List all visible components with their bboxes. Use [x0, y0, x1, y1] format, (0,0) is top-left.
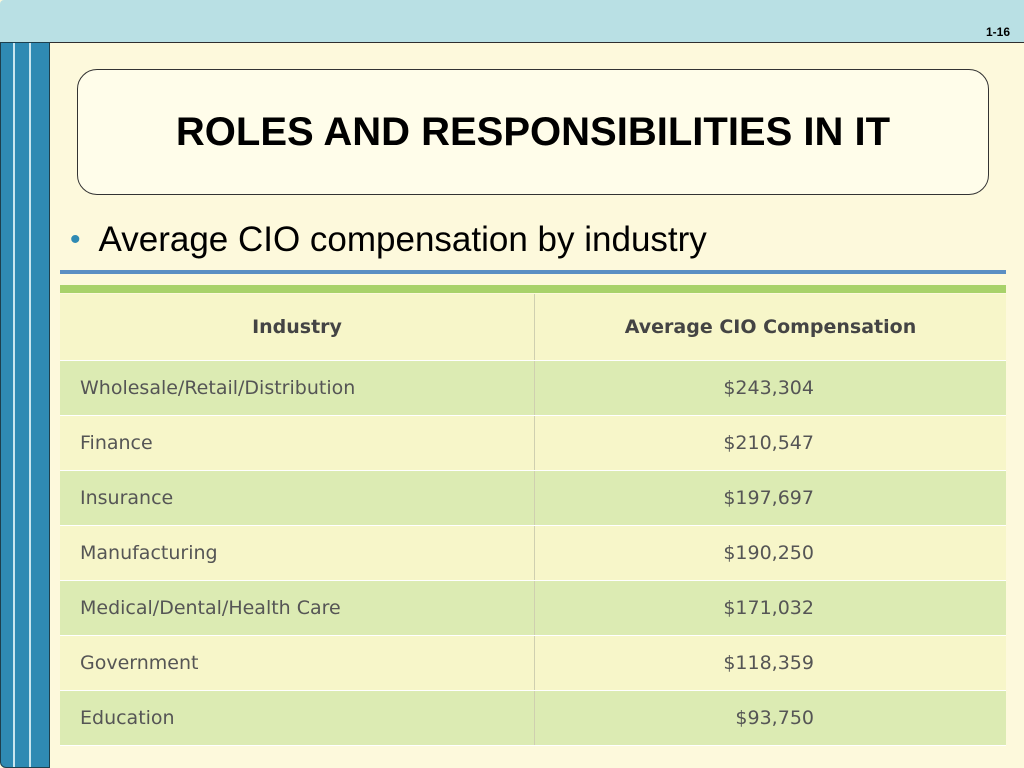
table-row: Wholesale/Retail/Distribution $243,304 [60, 360, 1006, 416]
divider-blue [60, 270, 1006, 274]
industry-cell: Education [60, 690, 535, 746]
compensation-cell: $210,547 [534, 415, 1006, 471]
header-compensation: Average CIO Compensation [534, 294, 1006, 361]
bullet-dot-icon: • [70, 223, 81, 256]
divider-green [60, 285, 1006, 293]
table-row: Medical/Dental/Health Care $171,032 [60, 580, 1006, 636]
industry-cell: Wholesale/Retail/Distribution [60, 360, 535, 416]
slide-title: ROLES AND RESPONSIBILITIES IN IT [175, 109, 891, 154]
side-stripe [13, 43, 15, 767]
compensation-cell: $243,304 [534, 360, 1006, 416]
industry-cell: Manufacturing [60, 525, 535, 581]
side-stripe [29, 43, 31, 767]
bullet-item: • Average CIO compensation by industry [70, 220, 707, 260]
compensation-cell: $118,359 [534, 635, 1006, 691]
left-side-bar [0, 42, 50, 768]
compensation-cell: $197,697 [534, 470, 1006, 526]
industry-cell: Finance [60, 415, 535, 471]
table-row: Government $118,359 [60, 635, 1006, 691]
compensation-table: Industry Average CIO Compensation Wholes… [60, 294, 1006, 746]
industry-cell: Medical/Dental/Health Care [60, 580, 535, 636]
table-row: Insurance $197,697 [60, 470, 1006, 526]
industry-cell: Insurance [60, 470, 535, 526]
table-row: Finance $210,547 [60, 415, 1006, 471]
compensation-cell: $93,750 [534, 690, 1006, 746]
table-row: Education $93,750 [60, 690, 1006, 746]
bullet-text: Average CIO compensation by industry [98, 220, 707, 259]
top-band: 1-16 [0, 0, 1024, 43]
table-row: Manufacturing $190,250 [60, 525, 1006, 581]
title-box: ROLES AND RESPONSIBILITIES IN IT [77, 69, 989, 195]
compensation-cell: $171,032 [534, 580, 1006, 636]
table-header-row: Industry Average CIO Compensation [60, 294, 1006, 361]
slide-number: 1-16 [985, 25, 1010, 39]
industry-cell: Government [60, 635, 535, 691]
header-industry: Industry [60, 294, 535, 361]
compensation-cell: $190,250 [534, 525, 1006, 581]
